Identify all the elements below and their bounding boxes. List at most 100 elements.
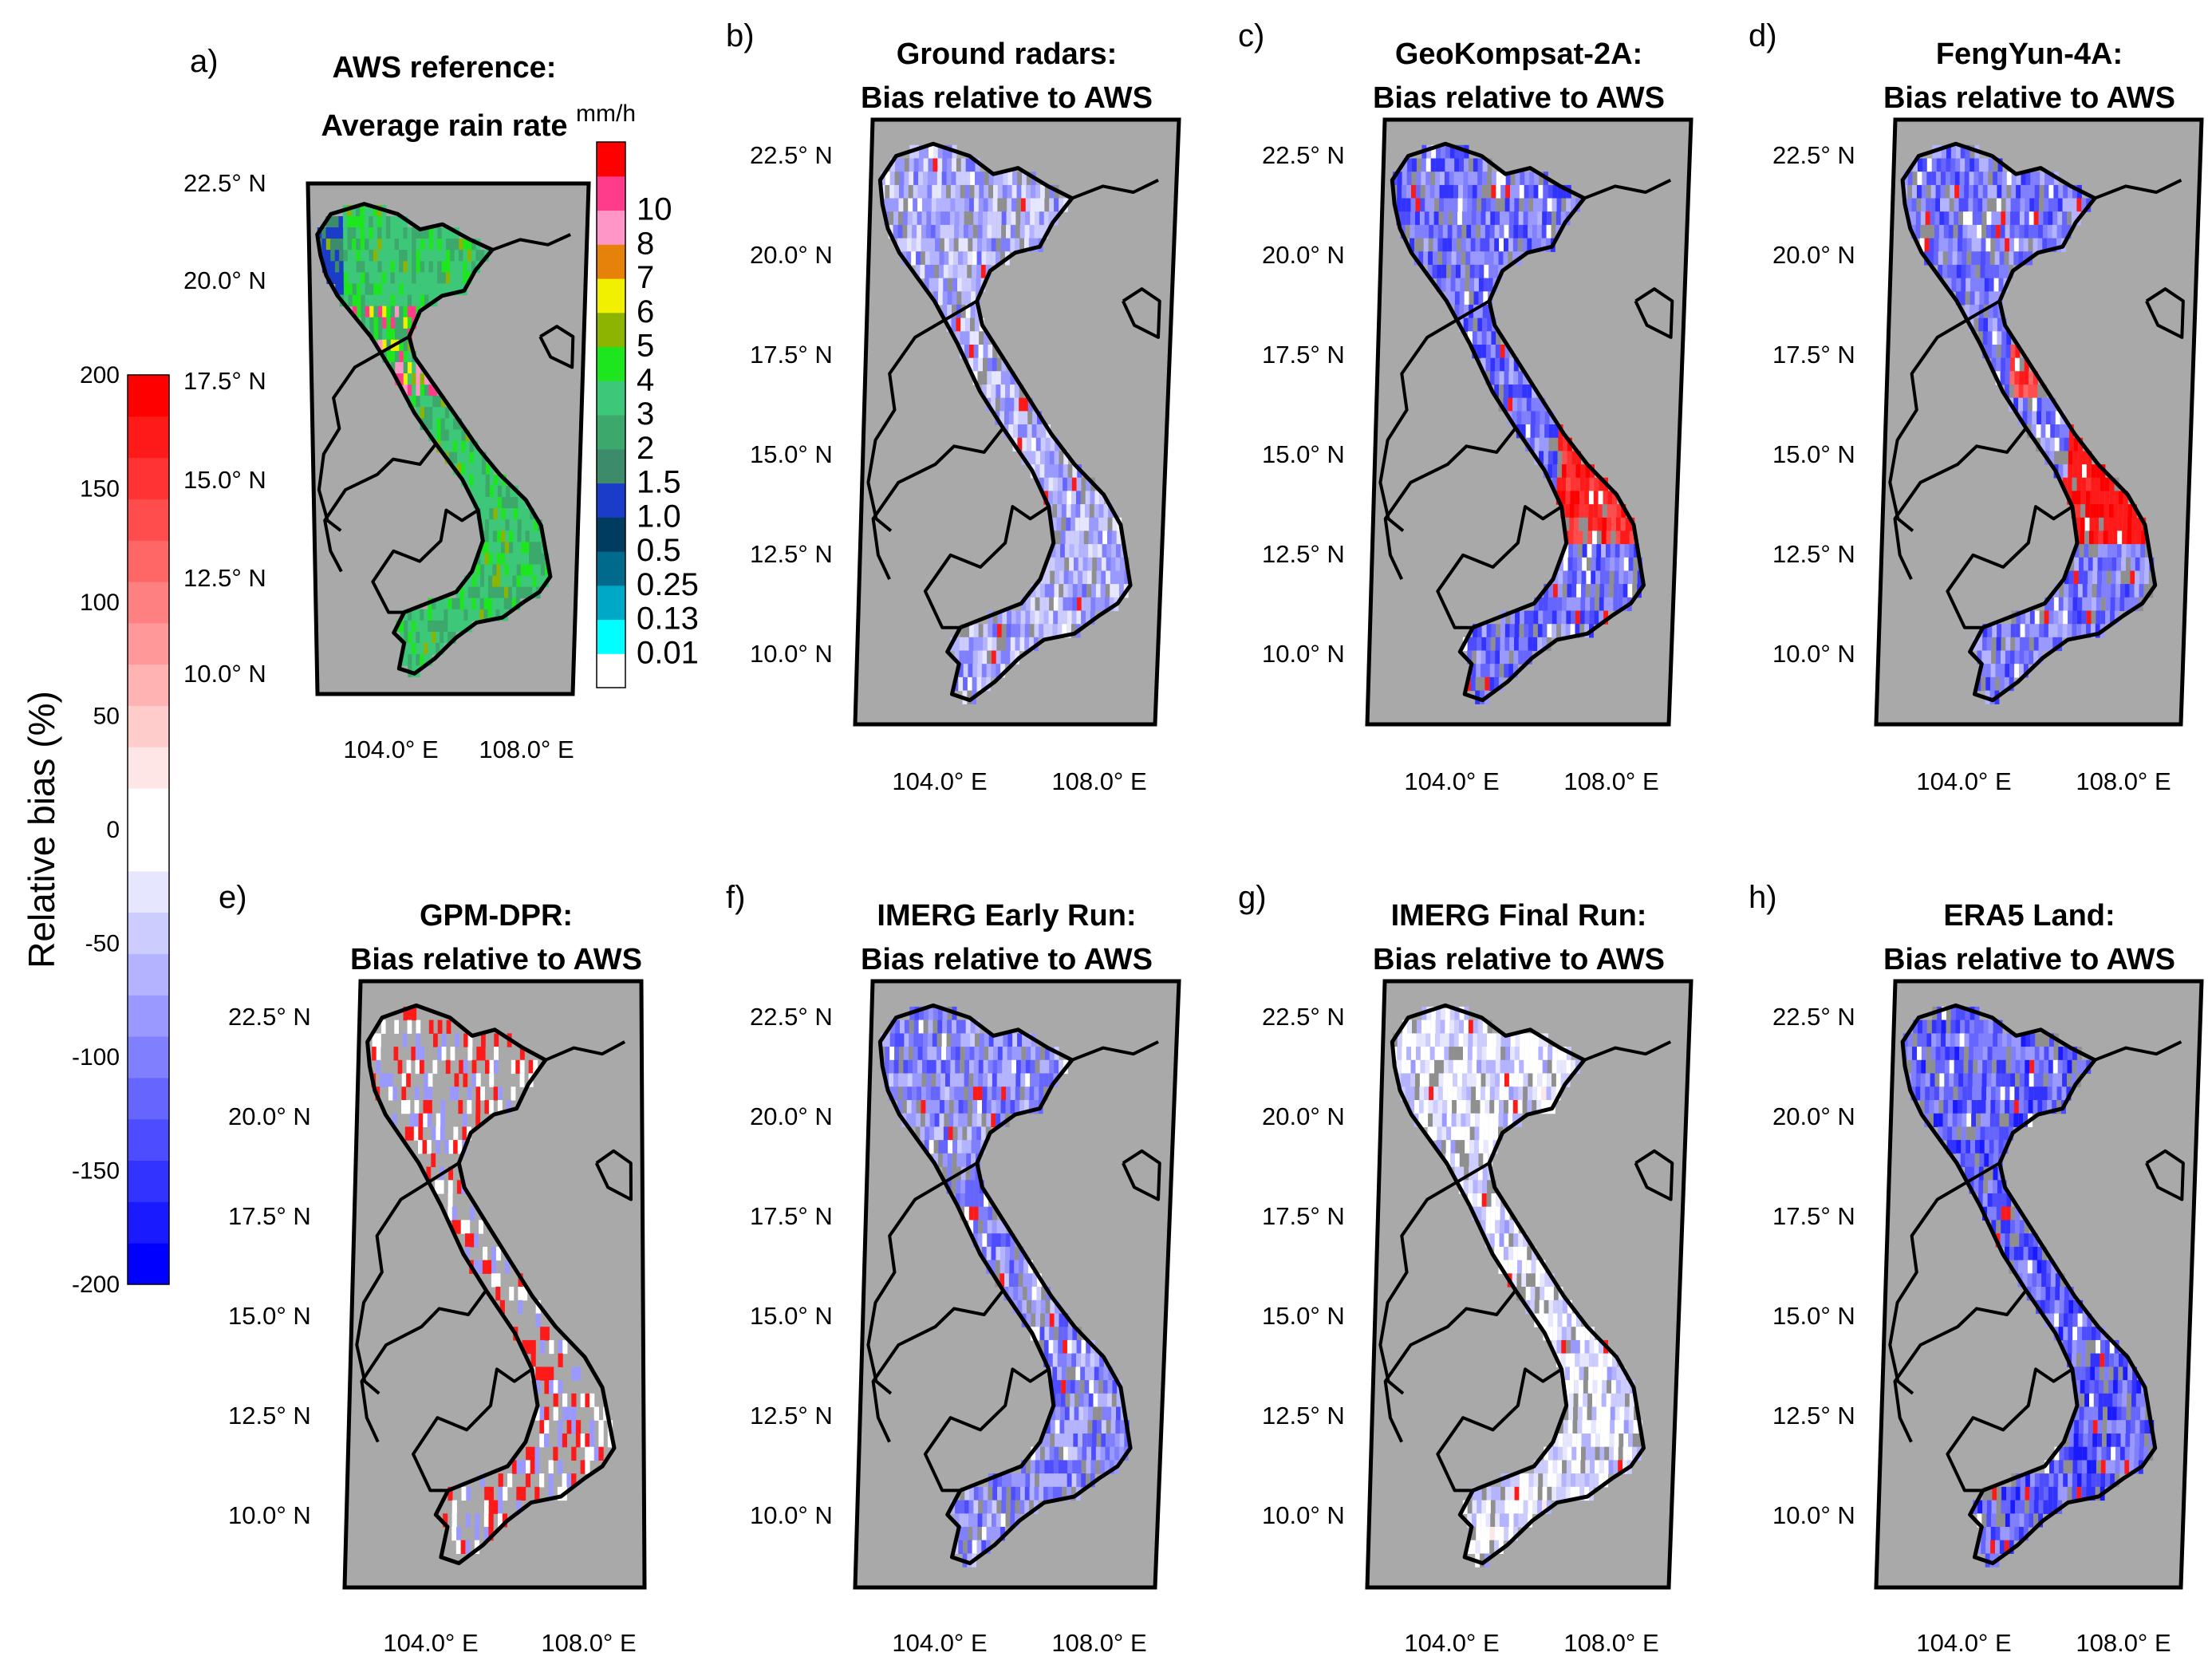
map-cell (444, 631, 448, 644)
map-cell (2058, 184, 2064, 199)
map-cell (386, 339, 392, 352)
map-cell (1958, 224, 1963, 239)
map-cell (1508, 211, 1514, 226)
map-cell (970, 1166, 976, 1181)
map-cell (1025, 198, 1031, 212)
map-cell (1986, 211, 1992, 226)
map-cell (2029, 1059, 2035, 1075)
map-cell (1498, 1540, 1504, 1554)
map-cell (894, 172, 900, 186)
map-cell (2001, 172, 2007, 186)
map-cell (996, 224, 1002, 239)
map-cell (2010, 198, 2016, 212)
map-cell (1955, 1153, 1961, 1168)
map-cell (1968, 1059, 1973, 1075)
map-cell (2068, 437, 2074, 452)
map-cell (1424, 1086, 1429, 1101)
map-cell (2059, 584, 2064, 598)
map-cell (1499, 1086, 1504, 1101)
map-cell (1613, 597, 1619, 612)
map-cell (1095, 1460, 1100, 1474)
map-cell (1490, 1500, 1496, 1514)
map-cell (1080, 1353, 1086, 1367)
map-cell (1593, 491, 1599, 505)
map-cell (984, 172, 989, 186)
map-cell (467, 609, 472, 621)
map-cell (518, 1299, 523, 1315)
map-cell (974, 317, 980, 332)
map-cell (1566, 1059, 1571, 1075)
map-cell (381, 294, 387, 307)
map-cell (398, 216, 404, 228)
map-cell (377, 294, 383, 307)
map-cell (1091, 1434, 1097, 1448)
map-cell (2071, 1073, 2076, 1087)
bias-colorbar-segment (128, 375, 169, 417)
map-cell (1538, 184, 1544, 199)
map-cell (1556, 1486, 1561, 1501)
map-cell (576, 1366, 582, 1381)
map-cell (1556, 624, 1561, 638)
map-cell (952, 158, 956, 172)
map-cell (1504, 664, 1509, 678)
map-cell (497, 530, 502, 542)
map-cell (1611, 1366, 1617, 1381)
map-cell (1107, 1380, 1113, 1394)
map-cell (436, 643, 440, 655)
map-cell (1046, 1420, 1051, 1434)
map-cell (1558, 557, 1563, 572)
map-cell (1040, 1313, 1045, 1327)
map-cell (2009, 1086, 2015, 1101)
map-cell (495, 609, 500, 621)
map-cell (484, 1486, 490, 1501)
map-cell (537, 553, 542, 566)
map-cell (893, 211, 899, 226)
map-cell (1006, 637, 1011, 652)
map-cell (1931, 1019, 1937, 1034)
map-cell (977, 1100, 982, 1114)
map-cell (1498, 251, 1504, 266)
map-cell (437, 261, 443, 273)
map-cell (1415, 211, 1420, 226)
map-cell (972, 1540, 977, 1554)
map-cell (1041, 424, 1047, 439)
map-cell (908, 184, 913, 199)
map-cell (1467, 1513, 1473, 1528)
map-cell (1074, 517, 1080, 532)
map-cell (1011, 610, 1016, 625)
map-cell (1050, 1299, 1055, 1315)
map-cell (987, 1086, 992, 1101)
map-cell (1509, 637, 1515, 652)
map-cell (2000, 224, 2005, 239)
map-cell (1049, 464, 1054, 479)
map-cell (996, 251, 1000, 266)
map-cell (420, 396, 425, 408)
map-cell (996, 664, 1001, 678)
map-cell (1953, 1086, 1958, 1101)
map-cell (1015, 224, 1020, 239)
map-cell (1513, 1233, 1519, 1248)
map-cell (1021, 184, 1027, 199)
map-cell (432, 261, 438, 273)
map-cell (987, 224, 992, 239)
lat-tick-label: 17.5° N (183, 367, 266, 395)
map-cell (1039, 1086, 1044, 1101)
map-cell (916, 1113, 921, 1127)
map-cell (2123, 504, 2128, 519)
map-cell (2009, 650, 2015, 665)
map-cell (1108, 504, 1114, 519)
map-cell (518, 508, 522, 520)
map-cell (1425, 1047, 1430, 1061)
map-cell (1496, 1486, 1501, 1501)
map-cell (925, 1086, 931, 1101)
map-cell (416, 654, 420, 666)
map-cell (1553, 1434, 1559, 1448)
map-cell (1619, 544, 1625, 558)
map-cell (499, 609, 504, 621)
map-cell (404, 643, 408, 655)
map-cell (1504, 637, 1510, 652)
map-cell (1561, 1059, 1567, 1075)
map-cell (1002, 1047, 1007, 1061)
map-cell (951, 317, 956, 332)
map-cell (973, 211, 979, 226)
